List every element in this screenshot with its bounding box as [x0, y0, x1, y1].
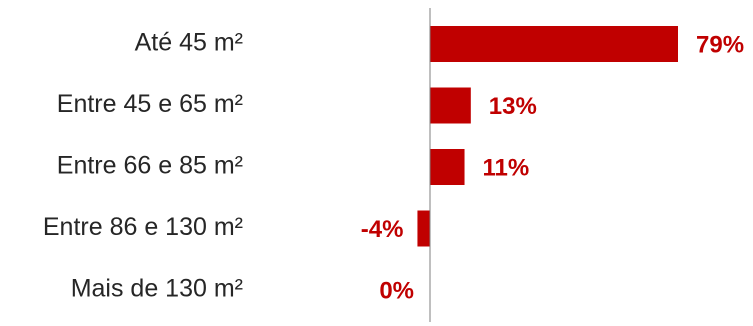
category-labels: Até 45 m² Entre 45 e 65 m² Entre 66 e 85 m… [43, 29, 243, 303]
category-label: Entre 66 e 85 m² [57, 152, 243, 180]
value-label: 13% [489, 93, 537, 120]
value-label: 0% [379, 277, 414, 304]
bar [430, 26, 678, 62]
category-label: Até 45 m² [135, 29, 243, 57]
value-labels: 79% 13% 11% -4% 0% [361, 31, 744, 304]
category-label: Entre 45 e 65 m² [57, 90, 243, 118]
bar [417, 210, 430, 247]
value-label: 11% [483, 154, 530, 181]
category-label: Mais de 130 m² [71, 275, 243, 303]
bars [417, 26, 678, 247]
bar [430, 149, 465, 185]
bar [430, 87, 471, 124]
value-label: 79% [696, 31, 744, 58]
value-label: -4% [361, 216, 404, 243]
category-label: Entre 86 e 130 m² [43, 213, 243, 241]
